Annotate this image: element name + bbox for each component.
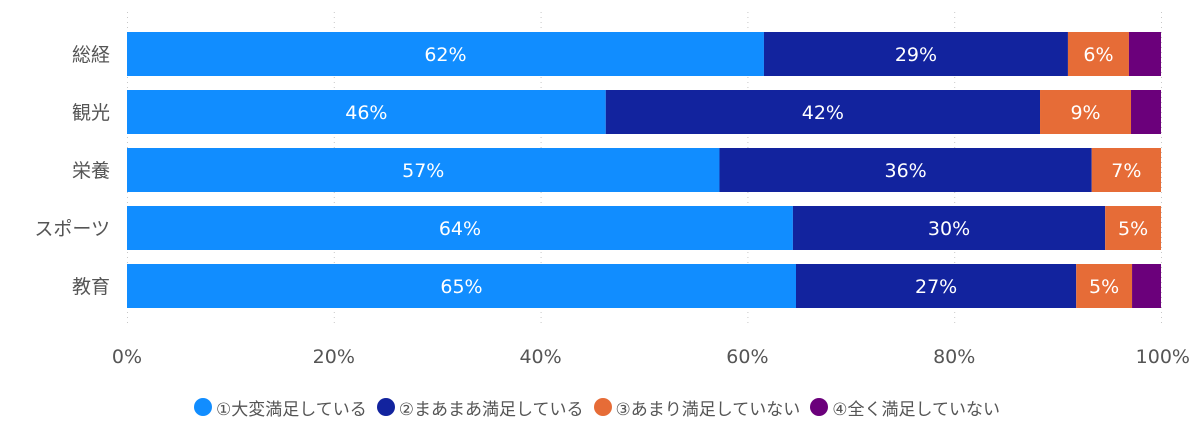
legend-label: ①大変満足している (216, 399, 367, 420)
legend-item[interactable]: ④全く満足していない (810, 395, 1000, 420)
legend-marker-icon (194, 398, 213, 416)
bar-data-label: 6% (1083, 44, 1113, 66)
bar-data-label: 36% (884, 160, 926, 182)
x-tick-label: 0% (112, 346, 142, 368)
bar-data-label: 5% (1118, 218, 1148, 240)
legend-marker-icon (593, 398, 612, 416)
bar-segment (1105, 206, 1161, 250)
legend-item[interactable]: ③あまり満足していない (593, 395, 801, 420)
legend: ①大変満足している ②まあまあ満足している ③あまり満足していない ④全く満足していな… (0, 393, 1194, 421)
bar-segment (795, 264, 1077, 308)
category-label: 総経 (72, 44, 110, 66)
x-tick-label: 40% (519, 346, 561, 368)
category-label: 観光 (72, 102, 110, 124)
bar-segment (127, 90, 606, 134)
bar-segment (1131, 90, 1161, 134)
x-tick-label: 80% (933, 346, 975, 368)
bar-data-label: 62% (424, 44, 466, 66)
stacked-bar-chart: 62% 29% 6% 46% 42% 9% 57% 36% 7% 64% 30% 5% 65% 27% 5%… (34, 12, 1190, 368)
x-axis-tick-labels: 0% 20% 40% 60% 80% 100% (112, 346, 1190, 368)
legend-marker-icon (810, 398, 829, 416)
category-label: 教育 (72, 276, 110, 298)
bar-segment (1076, 264, 1133, 308)
legend-label: ②まあまあ満足している (398, 399, 584, 420)
legend-label: ③あまり満足していない (615, 399, 801, 420)
bar-segment (127, 206, 793, 250)
legend-label: ④全く満足していない (832, 399, 1000, 420)
legend-item[interactable]: ②まあまあ満足している (376, 395, 584, 420)
bar-data-label: 42% (802, 102, 844, 124)
bar-data-label: 57% (402, 160, 444, 182)
bar-segment (127, 264, 796, 308)
bar-segment (763, 32, 1068, 76)
bar-data-label: 9% (1070, 102, 1100, 124)
bar-segment (127, 32, 764, 76)
x-tick-label: 60% (726, 346, 768, 368)
bar-data-label: 29% (895, 44, 937, 66)
bar-segment (127, 148, 720, 192)
legend-item[interactable]: ①大変満足している (194, 395, 367, 420)
x-tick-label: 100% (1136, 346, 1190, 368)
bar-data-label: 5% (1089, 276, 1119, 298)
bar-data-label: 7% (1111, 160, 1141, 182)
legend-marker-icon (376, 398, 395, 416)
bar-data-label: 46% (345, 102, 387, 124)
bar-segment (1132, 264, 1161, 308)
category-label: 栄養 (72, 160, 110, 182)
bar-segment (605, 90, 1041, 134)
bar-segment (1128, 32, 1161, 76)
bar-segment (1067, 32, 1129, 76)
bar-segment (1091, 148, 1161, 192)
x-tick-label: 20% (313, 346, 355, 368)
bar-segment (792, 206, 1106, 250)
bars: 62% 29% 6% 46% 42% 9% 57% 36% 7% 64% 30% 5% 65% 27% 5% (127, 32, 1161, 308)
category-label: スポーツ (34, 218, 110, 240)
bar-data-label: 65% (440, 276, 482, 298)
bar-segment (1040, 90, 1132, 134)
bar-data-label: 64% (439, 218, 481, 240)
bar-data-label: 30% (928, 218, 970, 240)
bar-segment (719, 148, 1092, 192)
bar-data-label: 27% (915, 276, 957, 298)
